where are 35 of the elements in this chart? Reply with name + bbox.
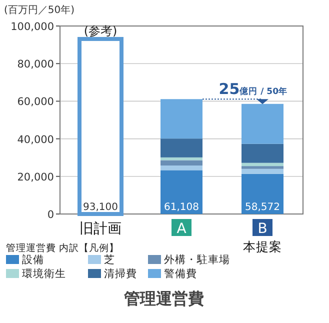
bar [242, 162, 284, 166]
legend-label: 環境衛生 [22, 267, 66, 280]
y-tick-label: 80,000 [17, 58, 54, 71]
bar [242, 144, 284, 163]
legend-label: 清掃費 [104, 267, 137, 280]
total-label: 93,100 [83, 202, 118, 213]
bar [160, 99, 202, 139]
bar [160, 170, 202, 214]
annotation: 25億円 / 50年 [218, 80, 288, 98]
total-label: 58,572 [245, 202, 280, 213]
text: 本提案 [243, 239, 282, 254]
x-tick-label: 旧計画 [80, 221, 122, 237]
y-tick-label: 60,000 [17, 96, 54, 108]
x-tick-label: B [258, 221, 268, 237]
bar [242, 174, 284, 214]
total-label: 61,108 [164, 202, 199, 213]
x-tick-label: A [176, 221, 187, 237]
text: 管理運営費 [123, 289, 204, 308]
y-tick-label: 100,000 [10, 21, 54, 33]
legend-label: 警備費 [164, 267, 197, 280]
bar [242, 168, 284, 174]
legend-label: 芝 [104, 253, 115, 266]
legend-label: 設備 [22, 253, 44, 266]
bar [160, 165, 202, 170]
bar [242, 166, 284, 169]
y-axis-title: (百万円／50年) [4, 4, 75, 16]
y-tick-label: 40,000 [17, 134, 54, 146]
bar [242, 104, 284, 144]
y-tick-label: 20,000 [17, 171, 54, 184]
bar [160, 160, 202, 166]
bar [160, 138, 202, 158]
legend-title: 管理運営費 内訳【凡例】 [6, 242, 120, 254]
annotation: (参考) [84, 24, 118, 38]
legend-label: 外構・駐車場 [164, 253, 230, 266]
y-tick-label: 0 [47, 209, 54, 221]
